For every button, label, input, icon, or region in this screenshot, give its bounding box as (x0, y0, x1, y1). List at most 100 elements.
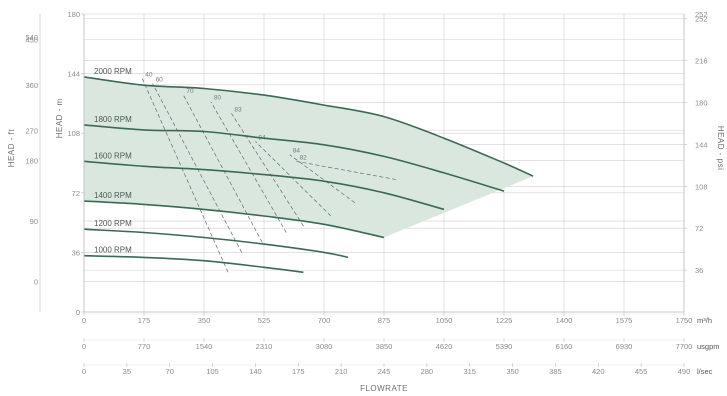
x-tick-label: 0 (82, 342, 86, 351)
x-tick-label: 420 (592, 367, 605, 376)
x-tick-label: 35 (123, 367, 131, 376)
rpm-curve (83, 254, 304, 274)
x-tick-label: 350 (198, 316, 211, 325)
x-tick-label: 6930 (616, 342, 633, 351)
x-tick-label: 70 (166, 367, 174, 376)
y-tick-ft: 540 (25, 33, 38, 42)
y-tick-ft: 0 (34, 278, 38, 287)
x-tick-label: 1750 (676, 316, 693, 325)
x-tick-label: 2310 (256, 342, 273, 351)
y-tick-psi: 216 (695, 57, 708, 66)
x-axis-unit: usgpm (697, 342, 720, 351)
efficiency-line (289, 154, 356, 204)
y-axis-title-m: HEAD - m (55, 98, 64, 138)
y-tick-psi: 180 (695, 99, 708, 108)
x-tick-label: 385 (549, 367, 562, 376)
y-tick-psi: 252 (695, 10, 708, 19)
x-tick-label: 175 (292, 367, 305, 376)
y-tick-ft: 90 (30, 217, 38, 226)
y-tick-psi: 144 (695, 140, 708, 149)
y-tick-m: 36 (72, 248, 80, 257)
y-tick-m: 144 (67, 70, 80, 79)
x-tick-label: 4620 (436, 342, 453, 351)
y-axis-title-psi: HEAD - psi (716, 126, 725, 171)
x-tick-label: 0 (82, 367, 86, 376)
x-tick-label: 525 (258, 316, 271, 325)
rpm-label: 1600 RPM (94, 151, 132, 160)
y-tick-psi: 36 (695, 266, 703, 275)
efficiency-label: 60 (156, 77, 164, 84)
x-tick-label: 175 (138, 316, 151, 325)
x-axis-unit: m³/h (697, 316, 712, 325)
x-tick-label: 1225 (496, 316, 513, 325)
rpm-label: 1800 RPM (94, 115, 132, 124)
x-axis-title: FLOWRATE (360, 384, 408, 393)
rpm-label: 1200 RPM (94, 219, 132, 228)
efficiency-line (152, 83, 243, 253)
y-tick-m: 72 (72, 189, 80, 198)
y-axis-title-ft: HEAD - ft (7, 129, 16, 168)
x-tick-label: 770 (138, 342, 151, 351)
y-tick-ft: 360 (25, 81, 38, 90)
x-tick-label: 0 (82, 316, 86, 325)
rpm-label: 2000 RPM (94, 67, 132, 76)
y-tick-m: 180 (67, 10, 80, 19)
x-tick-label: 1400 (556, 316, 573, 325)
efficiency-label: 80 (214, 95, 222, 102)
axis-titles: FLOWRATE HEAD - ft HEAD - m HEAD - psi (7, 98, 725, 393)
efficiency-line (210, 101, 287, 233)
rpm-curve (83, 228, 349, 259)
operating-envelope (84, 76, 534, 238)
x-tick-label: 140 (249, 367, 262, 376)
rpm-curve (83, 160, 445, 211)
efficiency-line (296, 161, 397, 180)
efficiency-label: 40 (145, 72, 153, 79)
x-tick-label: 350 (506, 367, 519, 376)
x-tick-label: 5390 (496, 342, 513, 351)
rpm-label: 1000 RPM (94, 246, 132, 255)
y-tick-psi: 252 (695, 15, 708, 24)
x-axis-ticks: 0 175 350 525 700 875 1050 1225 1400 1575 1750 m³/h… (82, 312, 720, 376)
y-tick-m: 0 (76, 308, 80, 317)
efficiency-line (255, 141, 332, 217)
x-tick-label: 455 (635, 367, 648, 376)
rpm-curve (83, 200, 385, 239)
x-tick-label: 700 (318, 316, 331, 325)
x-tick-label: 280 (421, 367, 434, 376)
rpm-curves: 2000 RPM 1800 RPM 1600 RPM 1400 RPM 1200 RPM… (83, 67, 534, 274)
efficiency-line (231, 113, 304, 227)
x-tick-label: 1540 (196, 342, 213, 351)
rpm-curve (83, 76, 534, 177)
envelope-fill (84, 76, 534, 238)
y-tick-psi: 108 (695, 182, 708, 191)
x-tick-label: 3850 (376, 342, 393, 351)
y-tick-ft: 450 (25, 35, 38, 44)
y-tick-m: 108 (67, 129, 80, 138)
x-tick-label: 490 (678, 367, 691, 376)
x-tick-label: 875 (378, 316, 391, 325)
x-tick-label: 1050 (436, 316, 453, 325)
plot-frame (39, 14, 685, 313)
efficiency-label: 70 (186, 88, 194, 95)
efficiency-label: 82 (300, 154, 308, 161)
y-tick-ft: 180 (25, 157, 38, 166)
efficiency-label: 83 (234, 106, 242, 113)
x-tick-label: 210 (335, 367, 348, 376)
y-tick-psi: 72 (695, 224, 703, 233)
rpm-curve (83, 124, 505, 192)
y-tick-ft: 270 (25, 126, 38, 135)
x-tick-label: 7700 (676, 342, 693, 351)
x-tick-label: 6160 (556, 342, 573, 351)
x-axis-unit: l/sec (697, 367, 713, 376)
rpm-label: 1400 RPM (94, 191, 132, 200)
x-tick-label: 245 (378, 367, 391, 376)
efficiency-line (183, 94, 263, 243)
x-tick-label: 105 (206, 367, 219, 376)
efficiency-label: 84 (293, 148, 301, 155)
x-tick-label: 3080 (316, 342, 333, 351)
x-tick-label: 315 (463, 367, 476, 376)
efficiency-line (141, 78, 229, 273)
